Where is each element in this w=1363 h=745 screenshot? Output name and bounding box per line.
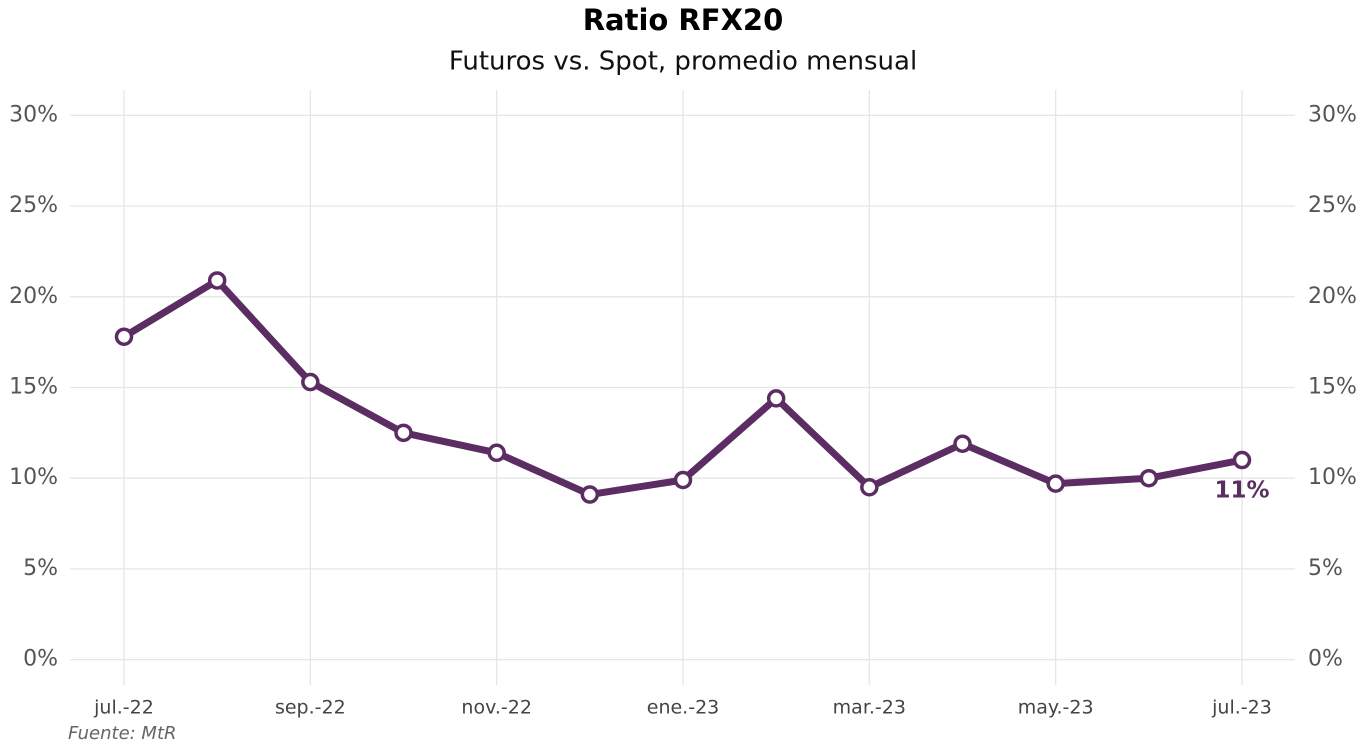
x-tick-label: ene.-23 (647, 697, 720, 719)
y-tick-label: 30% (9, 102, 58, 127)
y2-tick-label: 20% (1308, 284, 1357, 309)
data-label: 11% (1214, 478, 1269, 504)
point (487, 443, 506, 463)
point (207, 271, 227, 290)
caption: Fuente: MtR (68, 723, 177, 744)
x-tick-label: jul.-22 (93, 697, 154, 719)
x-tick-label: jul.-23 (1211, 697, 1272, 719)
point (394, 423, 413, 443)
chart-subtitle: Futuros vs. Spot, promedio mensual (449, 47, 917, 77)
y2-tick-label: 15% (1308, 375, 1357, 400)
point (1232, 450, 1252, 470)
point (301, 372, 320, 392)
point (1139, 468, 1159, 488)
y-tick-label: 15% (9, 375, 58, 400)
y-tick-label: 20% (9, 284, 58, 309)
y-tick-label: 0% (23, 647, 58, 672)
chart-title: Ratio RFX20 (583, 3, 784, 37)
point (114, 327, 134, 346)
point (580, 485, 600, 504)
y2-tick-label: 25% (1308, 193, 1357, 218)
y2-tick-label: 0% (1308, 647, 1343, 672)
point (766, 389, 786, 408)
y2-tick-label: 10% (1308, 465, 1357, 490)
y2-tick-label: 5% (1308, 556, 1343, 581)
y-tick-label: 5% (23, 556, 58, 581)
x-tick-label: nov.-22 (461, 697, 532, 719)
point (953, 434, 972, 453)
point (673, 470, 693, 490)
y2-tick-label: 30% (1308, 102, 1357, 127)
y-tick-label: 25% (9, 193, 58, 218)
x-tick-label: mar.-23 (833, 697, 906, 719)
y-tick-label: 10% (9, 465, 58, 490)
point (860, 478, 879, 497)
x-tick-label: sep.-22 (275, 697, 346, 719)
x-tick-label: may.-23 (1018, 697, 1094, 719)
grid (70, 90, 1295, 685)
point (1046, 474, 1065, 493)
